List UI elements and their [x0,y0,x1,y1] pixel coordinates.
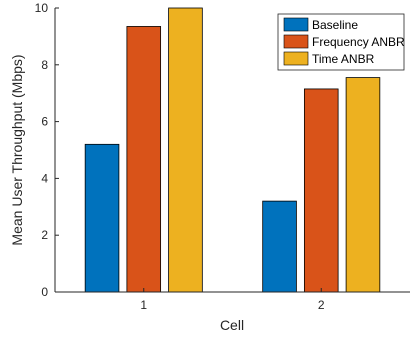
legend-swatch-frequency-anbr [283,34,309,49]
y-tick-label: 6 [41,115,48,129]
y-tick-label: 10 [35,1,49,15]
legend-swatch-time-anbr [283,51,309,66]
y-tick-label: 8 [41,58,48,72]
bar-time-anbr-cell-1 [168,7,203,293]
legend-label-time-anbr: Time ANBR [312,52,375,66]
y-tick-label: 0 [41,285,48,299]
x-tick-label: 1 [140,298,147,312]
bar-time-anbr-cell-2 [345,77,381,293]
y-axis-label: Mean User Throughput (Mbps) [9,54,25,245]
bar-baseline-cell-2 [262,200,297,293]
bar-frequency-anbr-cell-1 [126,26,162,293]
legend-label-frequency-anbr: Frequency ANBR [312,35,405,49]
legend-label-baseline: Baseline [312,18,358,32]
bars-group [84,7,381,293]
bar-frequency-anbr-cell-2 [303,88,339,293]
legend: Baseline Frequency ANBR Time ANBR [277,13,405,71]
axes-group [54,8,410,293]
bar-baseline-cell-1 [84,143,120,293]
y-tick-label: 2 [41,228,48,242]
legend-swatch-baseline [283,17,309,32]
y-tick-label: 4 [41,171,48,185]
x-tick-label: 2 [318,298,325,312]
y-ticks-group: 0 2 4 6 8 10 [35,1,59,299]
x-axis-label: Cell [220,317,244,333]
